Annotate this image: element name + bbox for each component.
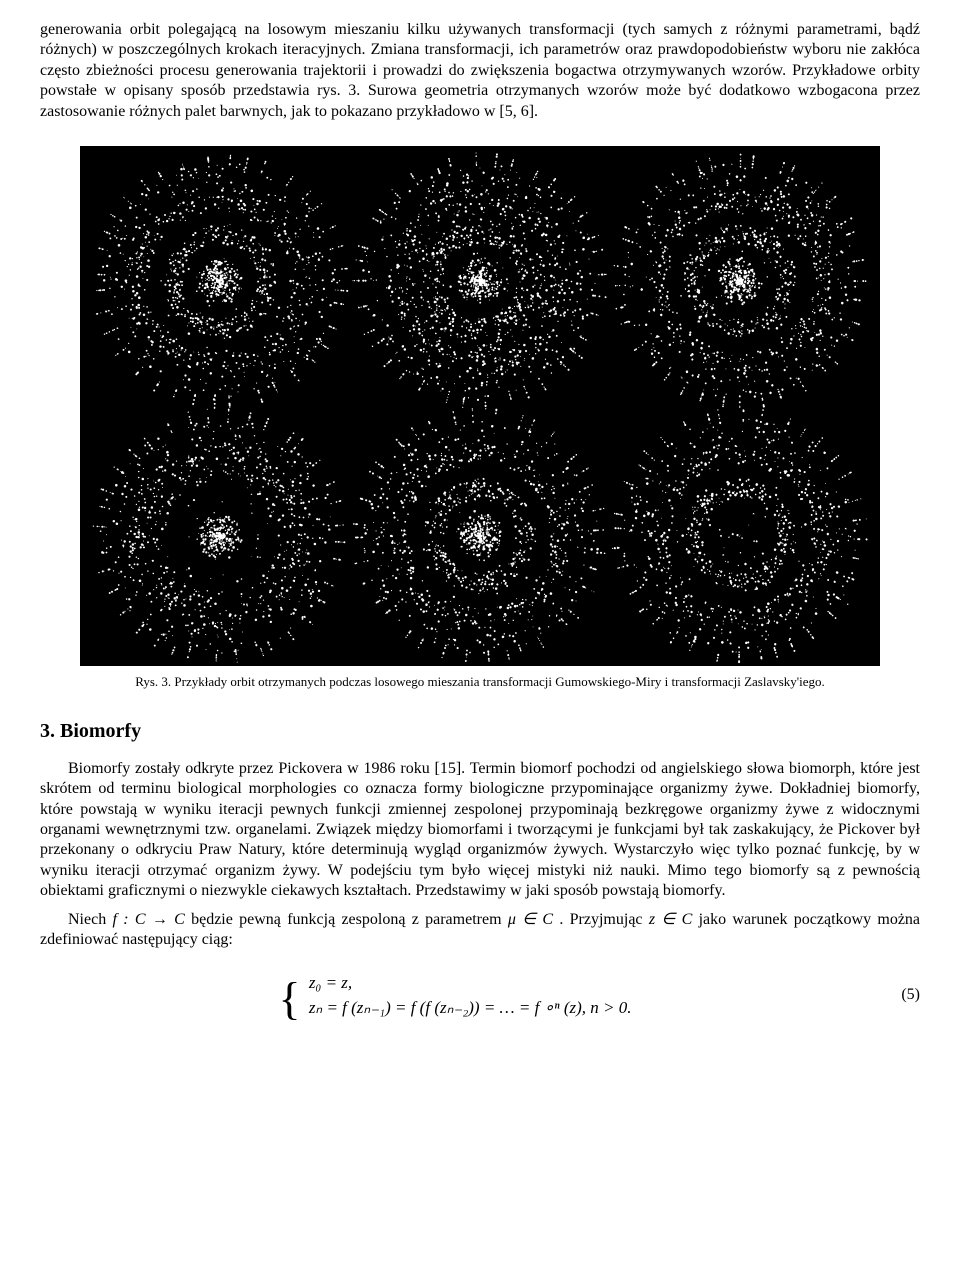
text-frag: . Przyjmując bbox=[559, 911, 648, 928]
text-frag: będzie pewną funkcją zespoloną z paramet… bbox=[191, 911, 508, 928]
figure-3-svg bbox=[80, 146, 880, 666]
paragraph-biomorph-2: Niech f : C → C będzie pewną funkcją zes… bbox=[40, 910, 920, 951]
equation-number: (5) bbox=[870, 985, 920, 1005]
math-zc: z ∈ C bbox=[649, 911, 692, 928]
paragraph-biomorph-1: Biomorfy zostały odkryte przez Pickovera… bbox=[40, 759, 920, 902]
math-muc: μ ∈ C bbox=[508, 911, 553, 928]
section-heading-biomorfy: 3. Biomorfy bbox=[40, 719, 920, 745]
brace-icon: { bbox=[278, 981, 300, 1018]
math-fcc: f : C → C bbox=[113, 911, 185, 928]
figure-3-caption: Rys. 3. Przykłady orbit otrzymanych podc… bbox=[100, 674, 860, 691]
equation-5: { z₀ = z, zₙ = f (zₙ₋₁) = f (f (zₙ₋₂)) =… bbox=[40, 969, 920, 1022]
text-frag: Niech bbox=[68, 911, 113, 928]
eq-line-1: z₀ = z, bbox=[309, 972, 632, 994]
eq-line-2: zₙ = f (zₙ₋₁) = f (f (zₙ₋₂)) = … = f ∘ⁿ … bbox=[309, 997, 632, 1019]
paragraph-intro: generowania orbit polegającą na losowym … bbox=[40, 20, 920, 122]
figure-3 bbox=[40, 146, 920, 666]
